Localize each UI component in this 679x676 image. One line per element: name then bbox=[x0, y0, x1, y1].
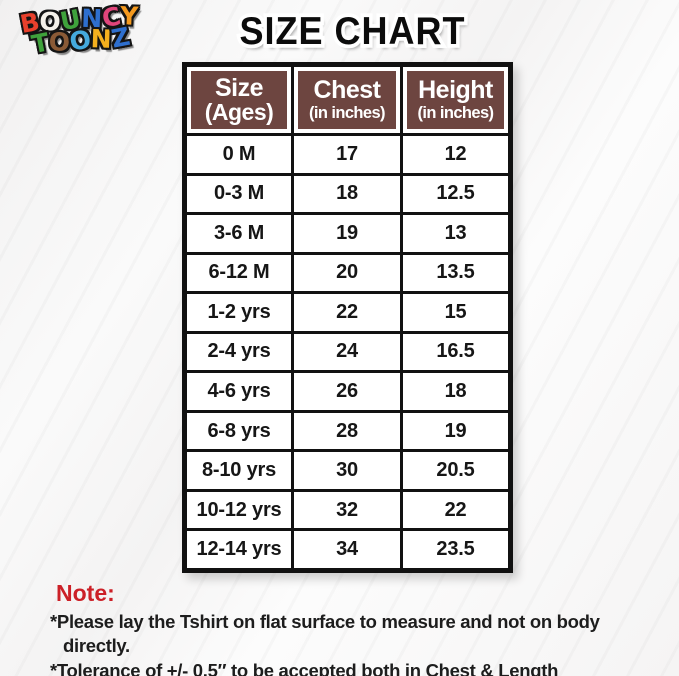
table-cell: 12-14 yrs bbox=[187, 531, 291, 568]
table-cell: 16.5 bbox=[403, 333, 508, 371]
table-cell: 28 bbox=[294, 412, 400, 450]
header-line1: Chest bbox=[313, 75, 381, 104]
table-cell: 15 bbox=[403, 294, 508, 331]
note-items: *Please lay the Tshirt on flat surface t… bbox=[50, 610, 662, 676]
table-cell: 30 bbox=[294, 452, 400, 489]
header-cell-box: Size (Ages) bbox=[191, 71, 287, 129]
table-cell: 13 bbox=[403, 215, 508, 252]
table-cell: 24 bbox=[294, 333, 400, 371]
table-cell: 13.5 bbox=[403, 254, 508, 292]
header-line1: Height bbox=[418, 75, 493, 104]
table-cell: 17 bbox=[294, 136, 400, 173]
table-cell: 4-6 yrs bbox=[187, 373, 291, 410]
table-header-cell-chest: Chest (in inches) bbox=[294, 67, 400, 133]
header-cell-box: Chest (in inches) bbox=[298, 71, 396, 129]
note-label: Note: bbox=[56, 580, 115, 606]
table-cell: 22 bbox=[294, 294, 400, 331]
header-cell-box: Height (in inches) bbox=[407, 71, 504, 129]
table-cell: 18 bbox=[403, 373, 508, 410]
table-cell: 12.5 bbox=[403, 175, 508, 213]
table-cell: 18 bbox=[294, 175, 400, 213]
table-cell: 34 bbox=[294, 531, 400, 568]
note-item: *Tolerance of +/- 0.5″ to be accepted bo… bbox=[50, 659, 559, 676]
header-line2: (Ages) bbox=[204, 99, 274, 126]
note-item: *Please lay the Tshirt on flat surface t… bbox=[50, 611, 600, 657]
header-line2: (in inches) bbox=[309, 104, 386, 123]
header-line2: (in inches) bbox=[417, 104, 495, 123]
table-cell: 32 bbox=[294, 491, 400, 529]
table-cell: 8-10 yrs bbox=[187, 452, 291, 489]
table-cell: 20.5 bbox=[403, 452, 508, 489]
header-line1: Size bbox=[214, 73, 264, 102]
table-cell: 3-6 M bbox=[187, 215, 291, 252]
table-cell: 6-12 M bbox=[187, 254, 291, 292]
table-cell: 22 bbox=[403, 491, 508, 529]
table-cell: 2-4 yrs bbox=[187, 333, 291, 371]
page-title-outline: SIZE CHART bbox=[236, 5, 468, 57]
table-cell: 1-2 yrs bbox=[187, 294, 291, 331]
table-header-cell-height: Height (in inches) bbox=[403, 67, 508, 133]
table-cell: 0 M bbox=[187, 136, 291, 173]
table-header-cell-size: Size (Ages) bbox=[187, 67, 291, 133]
table-cell: 19 bbox=[403, 412, 508, 450]
page-title-text: SIZE CHART bbox=[239, 8, 466, 53]
table-cell: 20 bbox=[294, 254, 400, 292]
size-table: Size (Ages) Chest (in inches) Height (in… bbox=[182, 62, 513, 573]
table-cell: 26 bbox=[294, 373, 400, 410]
page-title-inner: SIZE CHART SIZE CHART bbox=[236, 5, 468, 57]
table-cell: 12 bbox=[403, 136, 508, 173]
table-cell: 0-3 M bbox=[187, 175, 291, 213]
note-section: Note: *Please lay the Tshirt on flat sur… bbox=[50, 580, 662, 676]
table-cell: 6-8 yrs bbox=[187, 412, 291, 450]
table-cell: 10-12 yrs bbox=[187, 491, 291, 529]
table-cell: 23.5 bbox=[403, 531, 508, 568]
table-cell: 19 bbox=[294, 215, 400, 252]
